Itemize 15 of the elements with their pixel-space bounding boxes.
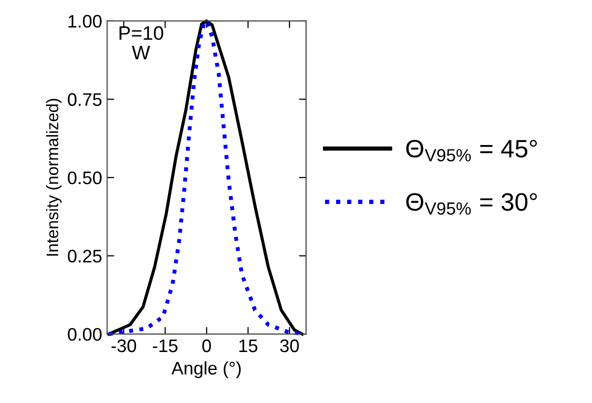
y-tick-label: 0.50 <box>68 171 102 184</box>
y-tick-label: 0.25 <box>68 250 102 263</box>
x-tick-label: -15 <box>152 340 178 352</box>
x-axis-title: Angle (°) <box>171 361 241 378</box>
y-axis-title: Intensity (normalized) <box>46 98 62 256</box>
x-tick-label: 0 <box>202 339 211 352</box>
y-tick-label: 0.00 <box>68 328 102 341</box>
legend-label: Θ$_{V95%}$ = 45° <box>406 140 537 162</box>
x-tick-label: -30 <box>111 339 136 352</box>
annotation: P=10 W <box>120 26 164 60</box>
x-tick-label: 15 <box>239 340 258 352</box>
y-tick-label: 1.00 <box>68 14 102 28</box>
x-tick-label: 30 <box>280 339 299 352</box>
legend-label: Θ$_{V95%}$ = 30° <box>406 193 537 215</box>
y-tick-label: 0.75 <box>68 93 102 106</box>
